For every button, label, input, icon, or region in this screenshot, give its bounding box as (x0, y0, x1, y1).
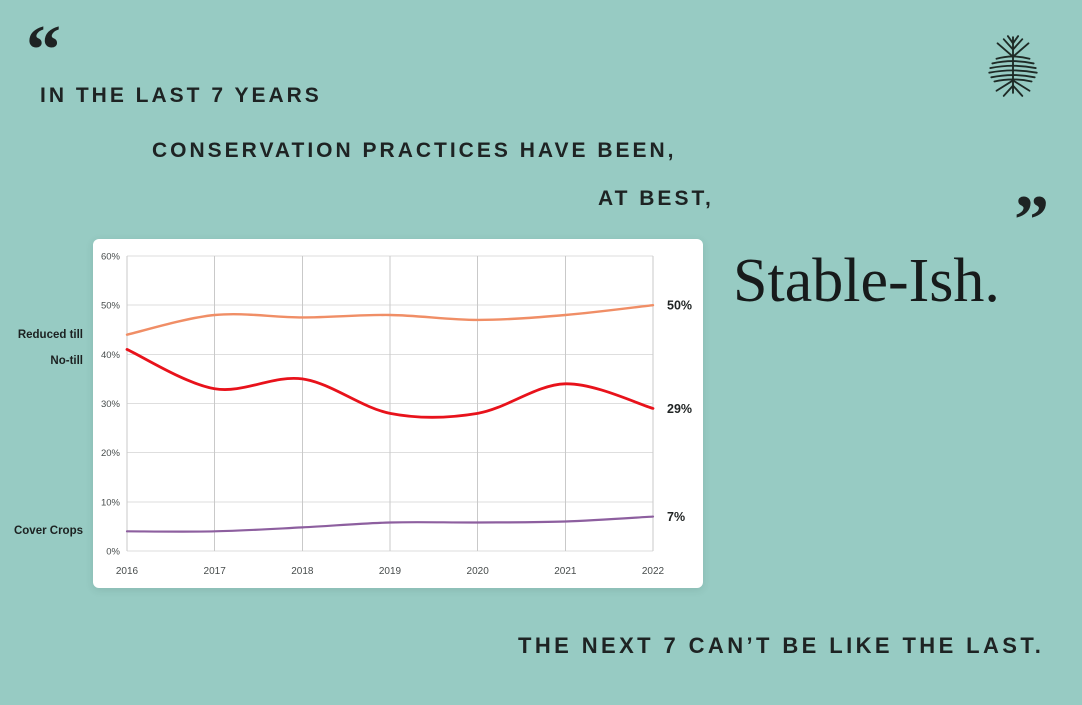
close-quote-mark: ” (1014, 182, 1049, 259)
svg-text:30%: 30% (101, 399, 121, 410)
quote-line-2: CONSERVATION PRACTICES HAVE BEEN, (152, 139, 677, 162)
svg-text:10%: 10% (101, 497, 121, 508)
svg-text:2022: 2022 (642, 566, 665, 577)
series-label-reduced-till: Reduced till (17, 328, 83, 341)
svg-text:2017: 2017 (204, 566, 227, 577)
chart-card: 0% 10% 20% 30% 40% 50% 60% 2016 2017 2018 2019 2020… (93, 239, 703, 588)
open-quote-mark: “ (26, 12, 61, 89)
svg-text:2016: 2016 (116, 566, 139, 577)
chart-series-labels: Reduced till No-till Cover Crops (0, 0, 83, 705)
quote-line-1: IN THE LAST 7 YEARS (40, 84, 322, 107)
svg-text:2020: 2020 (467, 566, 490, 577)
svg-text:60%: 60% (101, 252, 121, 263)
series-end-value-label: 50% (667, 299, 692, 313)
tree-with-roots-logo-icon (988, 35, 1038, 97)
series-end-value-label: 29% (667, 402, 692, 416)
quote-line-3: AT BEST, (598, 187, 714, 210)
series-line-reduced-till (125, 303, 655, 336)
svg-text:2021: 2021 (554, 566, 577, 577)
footer-statement: THE NEXT 7 CAN’T BE LIKE THE LAST. (518, 633, 1045, 658)
svg-text:40%: 40% (101, 350, 121, 361)
series-label-cover-crops: Cover Crops (13, 525, 83, 538)
svg-text:50%: 50% (101, 301, 121, 312)
svg-text:20%: 20% (101, 448, 121, 459)
svg-text:0%: 0% (106, 547, 120, 558)
series-line-no-till (125, 348, 655, 419)
conservation-practices-line-chart: 0% 10% 20% 30% 40% 50% 60% 2016 2017 2018 2019 2020… (101, 252, 692, 578)
svg-text:2018: 2018 (291, 566, 314, 577)
svg-text:2019: 2019 (379, 566, 402, 577)
quote-emphasis-text: Stable-Ish. (733, 247, 1000, 315)
series-label-no-till: No-till (50, 354, 83, 367)
series-end-value-label: 7% (667, 510, 685, 524)
series-line-cover-crops (125, 515, 655, 533)
